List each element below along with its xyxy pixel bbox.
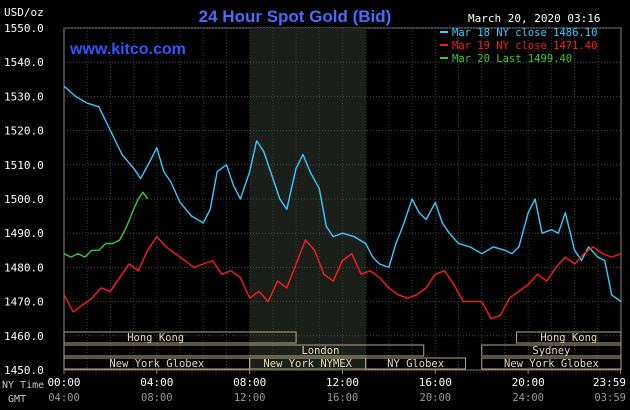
y-tick-label: 1500.0 — [4, 193, 44, 206]
session-bar — [63, 331, 297, 344]
x-tick-label-gmt: 08:00 — [141, 392, 173, 404]
session-label: NY Globex — [387, 358, 444, 370]
y-tick-label: 1550.0 — [4, 22, 44, 35]
x-tick-label-ny: 23:59 — [593, 376, 626, 389]
session-label: New York Globex — [504, 358, 599, 370]
x-tick-label-gmt: 04:00 — [48, 392, 80, 404]
session-label: Hong Kong — [127, 332, 184, 344]
y-tick-label: 1480.0 — [4, 261, 44, 274]
session-label: New York NYMEX — [263, 358, 352, 370]
watermark: www.kitco.com — [69, 41, 186, 58]
timestamp: March 20, 2020 03:16 — [468, 12, 600, 25]
y-tick-label: 1540.0 — [4, 56, 44, 69]
series-line-2 — [63, 191, 149, 258]
x-tick-label-ny: 08:00 — [233, 376, 266, 389]
session-bar — [63, 344, 425, 357]
y-unit-label: USD/oz — [4, 6, 44, 19]
session-label: London — [301, 345, 339, 357]
x-tick-label-ny: 00:00 — [47, 376, 80, 389]
y-tick-label: 1510.0 — [4, 159, 44, 172]
session-bar — [516, 331, 622, 344]
x-tick-label-gmt: 16:00 — [327, 392, 359, 404]
ny-time-row-label: NY Time — [2, 380, 44, 391]
session-bar — [481, 357, 622, 370]
gmt-row-label: GMT — [8, 394, 26, 405]
session-bar — [365, 357, 467, 370]
legend-entry: Mar 19 NY close 1471.40 — [452, 40, 597, 52]
x-tick-label-ny: 20:00 — [512, 376, 545, 389]
session-bar — [481, 344, 622, 357]
y-tick-label: 1470.0 — [4, 296, 44, 309]
y-tick-label: 1490.0 — [4, 227, 44, 240]
x-tick-label-gmt: 20:00 — [420, 392, 452, 404]
legend-entry: Mar 18 NY close 1486.10 — [452, 27, 597, 39]
series-line-1 — [63, 235, 622, 320]
y-tick-label: 1450.0 — [4, 364, 44, 377]
y-tick-label: 1530.0 — [4, 90, 44, 103]
x-tick-label-ny: 12:00 — [326, 376, 359, 389]
session-label: Sydney — [532, 345, 570, 357]
x-tick-label-ny: 04:00 — [140, 376, 173, 389]
x-tick-label-gmt: 03:59 — [594, 392, 626, 404]
series-line-0 — [63, 85, 622, 303]
x-tick-label-gmt: 12:00 — [234, 392, 266, 404]
session-label: Hong Kong — [540, 332, 597, 344]
y-tick-label: 1460.0 — [4, 330, 44, 343]
chart-title: 24 Hour Spot Gold (Bid) — [199, 7, 392, 26]
legend-entry: Mar 20 Last 1499.40 — [452, 53, 572, 65]
session-label: New York Globex — [109, 358, 204, 370]
y-tick-label: 1520.0 — [4, 125, 44, 138]
x-tick-label-gmt: 24:00 — [512, 392, 544, 404]
x-tick-label-ny: 16:00 — [419, 376, 452, 389]
